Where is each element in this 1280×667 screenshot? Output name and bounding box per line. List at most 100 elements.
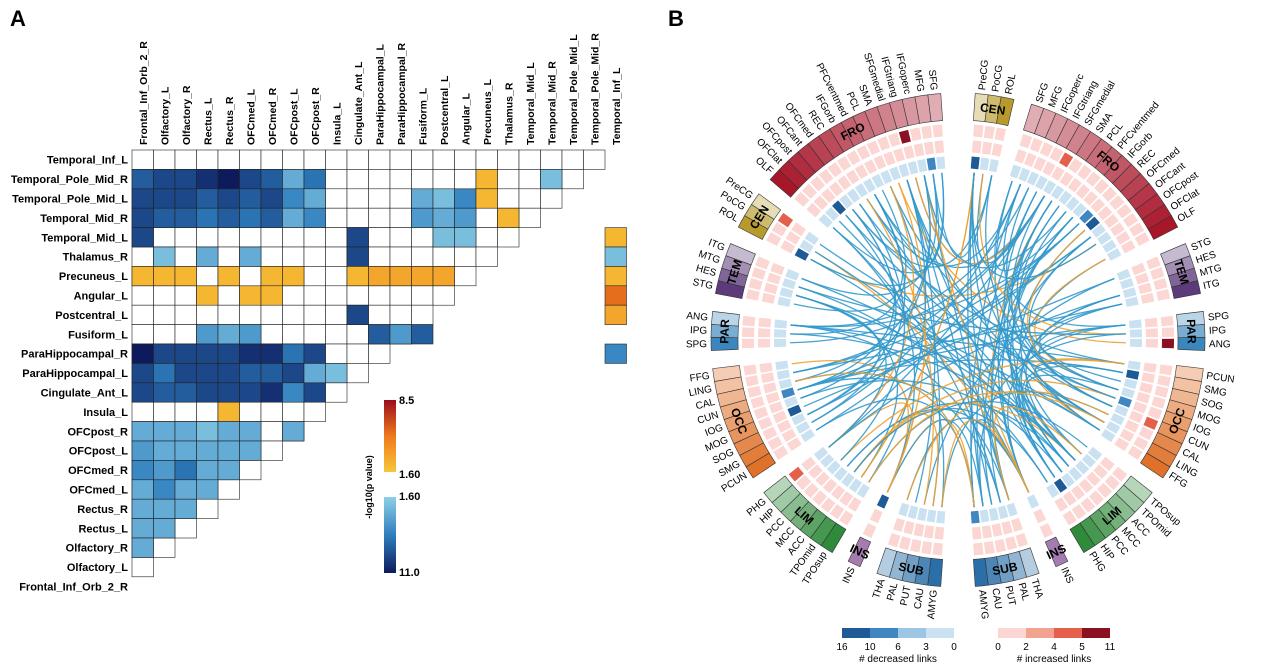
column-label: OFCmed_R [267,87,279,145]
decreased-link [1003,191,1070,467]
increase-track-cell [1109,195,1125,211]
row-label: OFCmed_R [68,465,128,477]
value-cell [604,246,627,267]
decreased-link [793,193,904,312]
decrease-track-cell [833,466,848,482]
matrix-cell [260,246,283,267]
decrease-track-cell [1125,369,1140,380]
secondary-track-cell [1115,231,1131,245]
value-cell [303,343,326,364]
value-cell [239,382,262,403]
row-label: ParaHippocampal_R [21,349,128,361]
legend-axis-label: -log10(p value) [364,455,374,519]
increase-track-cell [771,222,787,237]
secondary-track-cell [772,410,788,424]
value-cell [217,266,240,287]
secondary-track-cell [758,328,771,338]
increase-track-cell [1127,445,1143,460]
secondary-track-cell [758,317,772,328]
region-segment [797,143,825,173]
matrix-cell [389,188,412,209]
decreased-link [906,179,1105,424]
value-cell [153,421,176,442]
matrix-cell [153,149,176,170]
decrease-track-cell [871,173,884,189]
increased-link [868,391,1105,483]
matrix-cell [346,207,369,228]
decreased-scale-swatch [842,628,870,638]
region-label: SPG [1208,311,1230,324]
decrease-track-cell [781,387,795,399]
increased-scale-swatch [998,628,1026,638]
matrix-cell [260,227,283,248]
increased-link [993,406,1082,501]
decrease-track-cell [1058,190,1073,206]
region-segment [927,558,943,587]
region-label: LING [688,384,713,399]
decrease-track-cell [778,378,793,390]
value-cell [411,188,434,209]
increase-track-cell [1080,497,1096,513]
decreased-link [790,195,1045,344]
secondary-track-cell [1145,328,1158,338]
increased-link [853,412,939,507]
increase-track-cell [743,364,757,376]
decrease-track-cell [1116,268,1131,281]
matrix-cell [153,304,176,325]
matrix-cell [131,285,154,306]
increase-track-cell [827,162,843,178]
secondary-track-cell [1054,496,1069,512]
decreased-link [797,324,1126,391]
region-label: MTG [1199,263,1224,280]
increase-track-cell [1068,158,1083,174]
secondary-track-cell [873,155,887,170]
decreased-scale-tick-label: 10 [864,642,876,653]
matrix-cell [174,227,197,248]
value-cell [131,440,154,461]
value-cell [153,498,176,519]
matrix-cell [389,149,412,170]
increase-track-cell [836,155,852,172]
matrix-cell [368,169,391,190]
legend-tick-label: 8.5 [399,395,414,407]
secondary-track-cell [1051,166,1065,181]
increased-link [794,372,975,508]
increase-track-cell [856,145,871,160]
region-label: CAU [989,587,1003,610]
increase-track-cell [1116,203,1132,219]
secondary-track-cell [1001,520,1013,535]
value-cell [153,246,176,267]
increase-track-cell [742,315,756,327]
decrease-track-cell [779,287,794,298]
value-cell [217,401,240,422]
increase-track-cell [1019,134,1033,149]
increase-track-cell [812,490,827,506]
value-cell [346,227,369,248]
decrease-track-cell [1123,378,1138,390]
decrease-track-cell [774,319,788,329]
decrease-track-cell [863,178,876,193]
matrix-cell [196,227,219,248]
matrix-cell [368,207,391,228]
region-segment [901,96,920,127]
value-cell [260,382,283,403]
matrix-cell [131,304,154,325]
decrease-track-cell [1106,248,1122,261]
decreased-scale-tick-label: 6 [895,642,901,653]
value-cell [260,266,283,287]
column-label: ParaHippocampal_L [374,43,386,145]
secondary-track-cell [869,508,883,524]
value-cell [131,498,154,519]
value-cell [282,343,305,364]
increase-track-cell [746,289,760,301]
secondary-track-cell [1114,437,1130,451]
region-segment [807,135,835,166]
value-cell [260,188,283,209]
matrix-cell [282,227,305,248]
matrix-cell [325,382,348,403]
row-label: Rectus_R [77,504,128,516]
decreased-link [801,277,1101,431]
decreased-link [800,175,931,399]
decreased-link [970,183,1022,508]
secondary-track-cell [806,202,822,218]
